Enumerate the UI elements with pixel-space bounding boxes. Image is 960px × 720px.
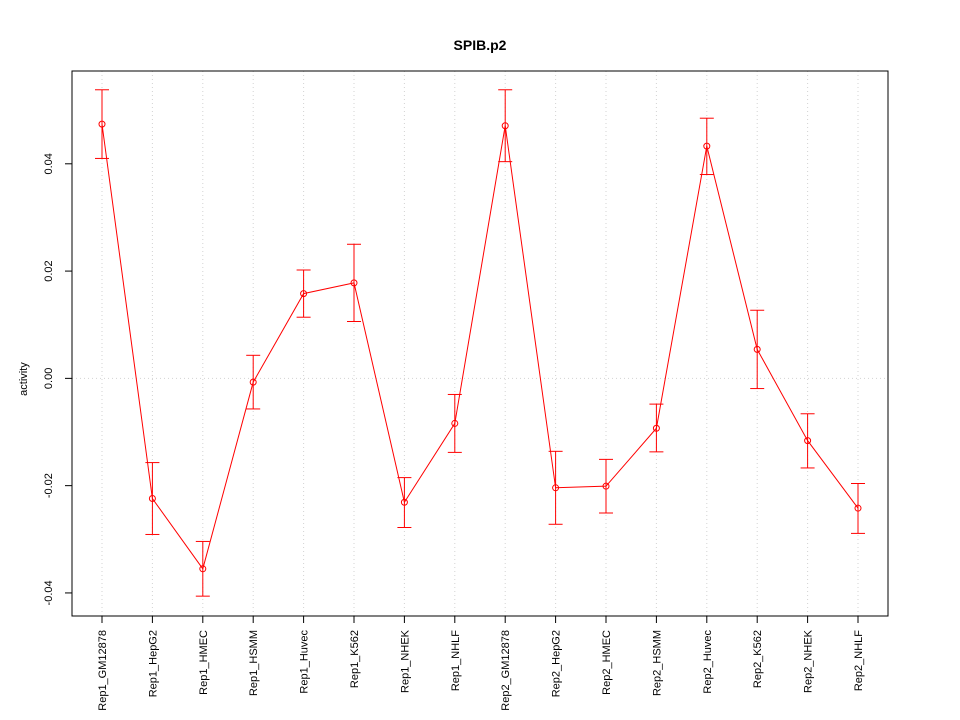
data-point	[552, 484, 560, 492]
x-tick-label: Rep2_GM12878	[500, 630, 512, 711]
x-tick-label: Rep1_K562	[349, 630, 361, 688]
x-tick-label: Rep2_Huvec	[702, 630, 714, 694]
y-axis: -0.04 -0.02 0.00 0.02 0.04	[43, 153, 72, 605]
data-point	[249, 378, 257, 386]
y-axis-label: activity	[18, 362, 30, 396]
x-tick-label: Rep2_HepG2	[551, 630, 563, 697]
x-tick-label: Rep2_HSMM	[651, 630, 663, 696]
data-point	[400, 498, 408, 506]
data-point	[703, 142, 711, 150]
x-tick-label: Rep2_NHLF	[853, 630, 865, 691]
x-tick-label: Rep2_NHEK	[803, 629, 815, 693]
data-point	[652, 424, 660, 432]
y-tick-label: -0.04	[43, 580, 55, 605]
x-tick-label: Rep1_HMEC	[198, 630, 210, 695]
data-point	[804, 437, 812, 445]
data-point	[753, 345, 761, 353]
data-point	[501, 122, 509, 130]
x-axis: Rep1_GM12878 Rep1_HepG2 Rep1_HMEC Rep1_HSMM…	[97, 616, 865, 711]
data-point	[451, 419, 459, 427]
series-line	[101, 124, 859, 570]
plot-frame	[71, 70, 889, 617]
chart-title: SPIB.p2	[454, 37, 507, 53]
x-tick-label: Rep1_HSMM	[248, 630, 260, 696]
x-tick-label: Rep1_Huvec	[299, 630, 311, 694]
series	[95, 89, 865, 597]
x-tick-label: Rep1_NHEK	[399, 629, 411, 693]
x-tick-label: Rep1_NHLF	[450, 630, 462, 691]
y-tick-label: -0.02	[43, 473, 55, 498]
data-point	[148, 495, 156, 503]
data-point	[98, 120, 106, 128]
data-point	[199, 565, 207, 573]
grid	[72, 71, 888, 616]
data-point	[854, 504, 862, 512]
y-tick-label: 0.00	[43, 368, 55, 389]
x-tick-label: Rep2_HMEC	[601, 630, 613, 695]
x-tick-label: Rep1_GM12878	[97, 630, 109, 711]
y-tick-label: 0.02	[43, 260, 55, 281]
x-tick-label: Rep1_HepG2	[147, 630, 159, 697]
data-point	[350, 279, 358, 287]
x-tick-label: Rep2_K562	[752, 630, 764, 688]
data-point	[300, 290, 308, 298]
y-tick-label: 0.04	[43, 153, 55, 174]
data-point	[602, 482, 610, 490]
